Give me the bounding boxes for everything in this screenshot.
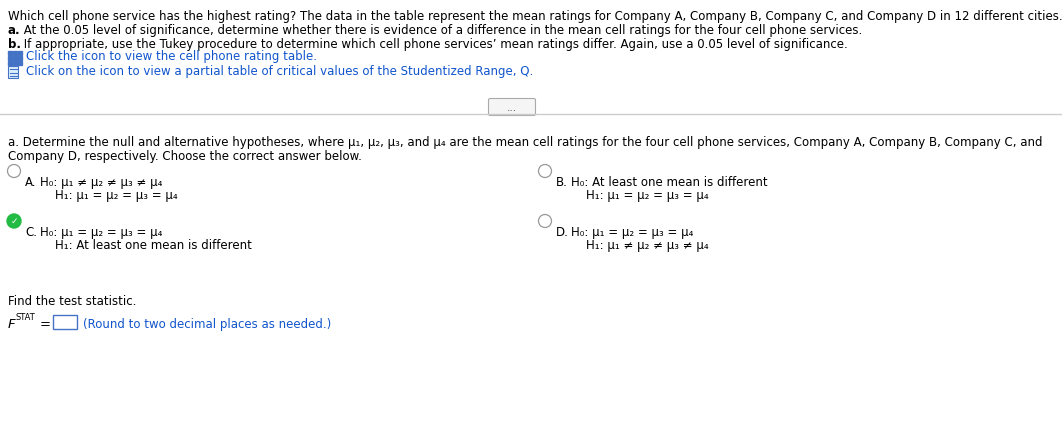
Text: H₀: μ₁ = μ₂ = μ₃ = μ₄: H₀: μ₁ = μ₂ = μ₃ = μ₄ xyxy=(571,226,693,238)
FancyBboxPatch shape xyxy=(489,99,535,116)
Text: B.: B. xyxy=(556,176,568,188)
Text: H₁: At least one mean is different: H₁: At least one mean is different xyxy=(55,238,252,251)
Text: H₀: μ₁ = μ₂ = μ₃ = μ₄: H₀: μ₁ = μ₂ = μ₃ = μ₄ xyxy=(40,226,162,238)
Text: H₁: μ₁ = μ₂ = μ₃ = μ₄: H₁: μ₁ = μ₂ = μ₃ = μ₄ xyxy=(55,188,177,201)
Bar xyxy=(13,57,17,61)
Bar xyxy=(8,52,12,56)
Text: (Round to two decimal places as needed.): (Round to two decimal places as needed.) xyxy=(83,317,331,330)
Bar xyxy=(8,62,12,66)
Text: ✓: ✓ xyxy=(11,217,18,226)
Bar xyxy=(13,62,17,66)
Text: ...: ... xyxy=(507,103,517,113)
Text: F: F xyxy=(8,317,16,330)
Text: Click the icon to view the cell phone rating table.: Click the icon to view the cell phone ra… xyxy=(25,50,316,63)
Text: Click on the icon to view a partial table of critical values of the Studentized : Click on the icon to view a partial tabl… xyxy=(25,65,533,78)
Text: Company D, respectively. Choose the correct answer below.: Company D, respectively. Choose the corr… xyxy=(8,150,362,163)
FancyBboxPatch shape xyxy=(8,67,18,79)
Text: H₁: μ₁ ≠ μ₂ ≠ μ₃ ≠ μ₄: H₁: μ₁ ≠ μ₂ ≠ μ₃ ≠ μ₄ xyxy=(586,238,708,251)
FancyBboxPatch shape xyxy=(53,315,78,329)
Bar xyxy=(18,57,22,61)
Text: H₀: μ₁ ≠ μ₂ ≠ μ₃ ≠ μ₄: H₀: μ₁ ≠ μ₂ ≠ μ₃ ≠ μ₄ xyxy=(40,176,162,188)
Bar xyxy=(8,57,12,61)
Text: a. Determine the null and alternative hypotheses, where μ₁, μ₂, μ₃, and μ₄ are t: a. Determine the null and alternative hy… xyxy=(8,136,1043,149)
Circle shape xyxy=(7,214,21,228)
Text: A.: A. xyxy=(25,176,36,188)
Text: b.: b. xyxy=(8,38,21,51)
Text: D.: D. xyxy=(556,226,569,238)
Bar xyxy=(13,52,17,56)
Text: =: = xyxy=(40,317,51,330)
Text: If appropriate, use the Tukey procedure to determine which cell phone services’ : If appropriate, use the Tukey procedure … xyxy=(20,38,847,51)
Text: Which cell phone service has the highest rating? The data in the table represent: Which cell phone service has the highest… xyxy=(8,10,1062,23)
Text: At the 0.05 level of significance, determine whether there is evidence of a diff: At the 0.05 level of significance, deter… xyxy=(20,24,862,37)
Text: a.: a. xyxy=(8,24,20,37)
Text: H₀: At least one mean is different: H₀: At least one mean is different xyxy=(571,176,768,188)
Text: Find the test statistic.: Find the test statistic. xyxy=(8,294,136,307)
Text: STAT: STAT xyxy=(16,312,36,321)
Text: H₁: μ₁ = μ₂ = μ₃ = μ₄: H₁: μ₁ = μ₂ = μ₃ = μ₄ xyxy=(586,188,708,201)
Bar xyxy=(18,62,22,66)
Text: C.: C. xyxy=(25,226,37,238)
Bar xyxy=(18,52,22,56)
